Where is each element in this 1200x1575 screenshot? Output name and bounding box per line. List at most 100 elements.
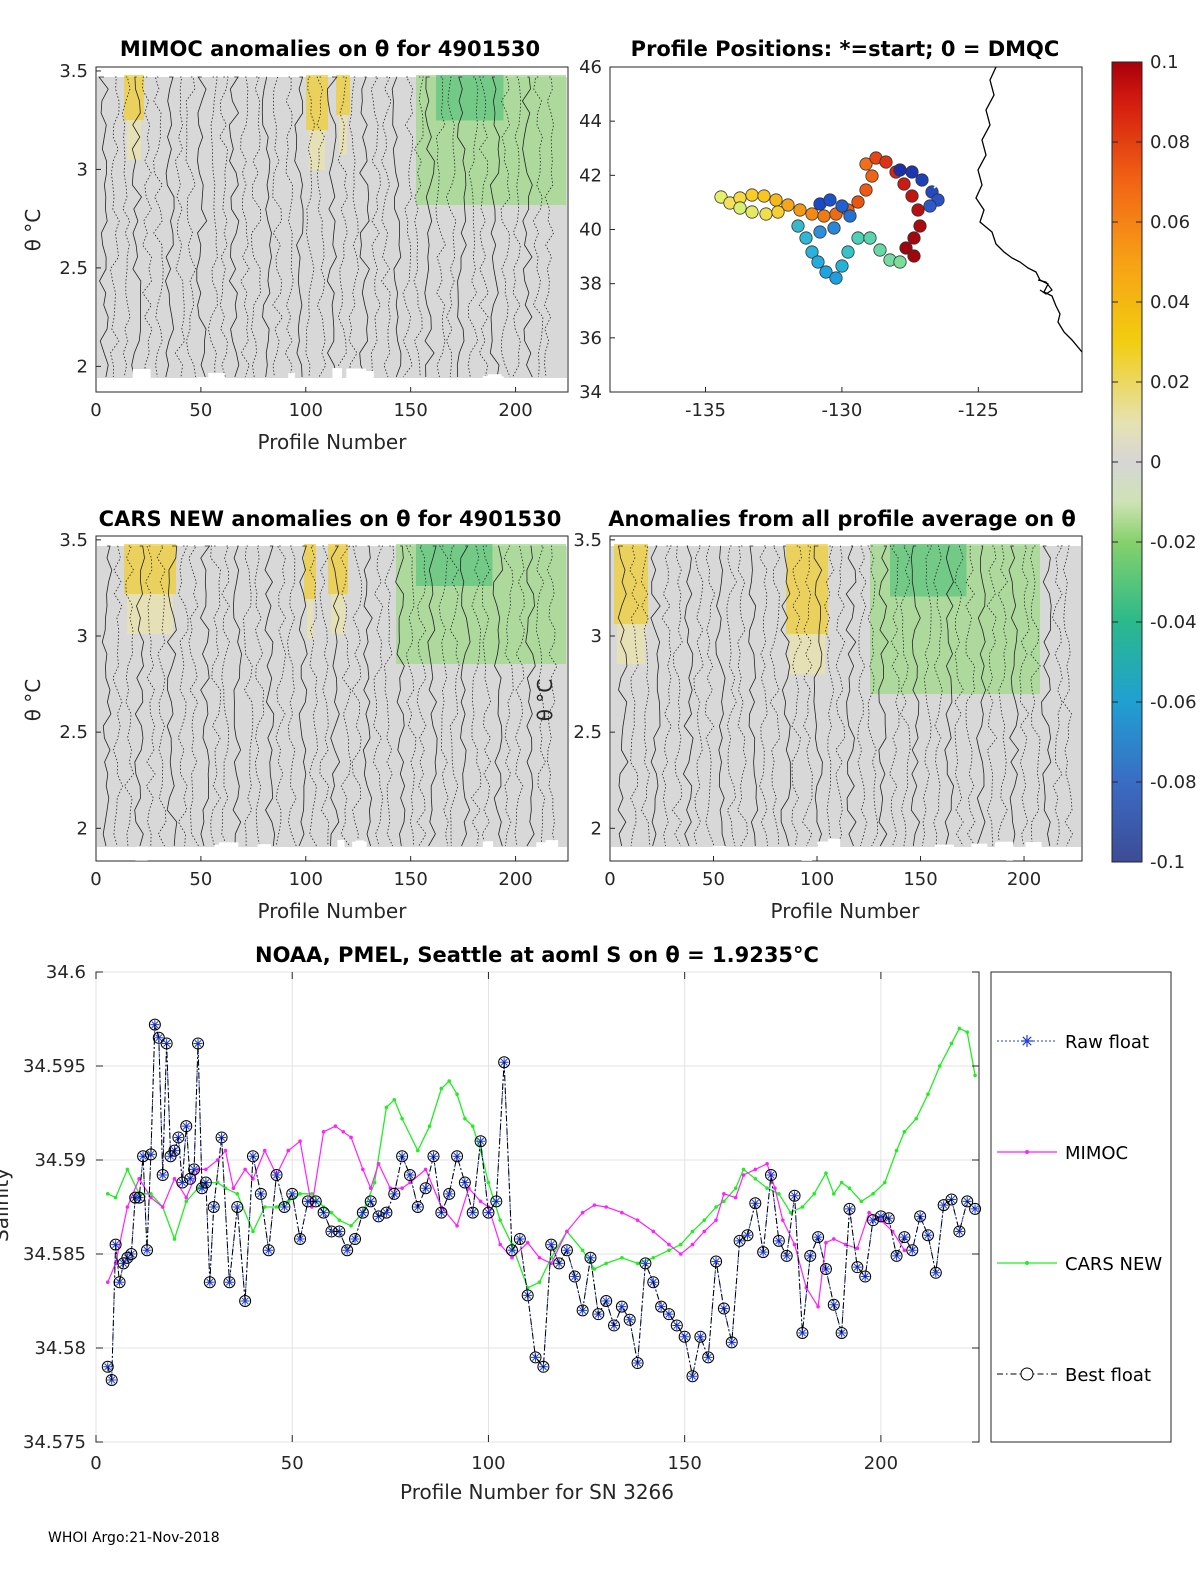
coastline-bay xyxy=(1037,279,1053,295)
contour-line xyxy=(900,545,911,847)
cars-new-point xyxy=(349,1224,353,1228)
cars-new-point xyxy=(667,1248,671,1253)
best-float-point xyxy=(717,1302,730,1315)
mimoc-point xyxy=(580,1210,585,1215)
contour-line xyxy=(835,545,846,847)
panel-2-title: Profile Positions: *=start; 0 = DMQC xyxy=(631,37,1060,61)
missing-data-gap xyxy=(817,841,832,856)
cars-new-point xyxy=(800,1205,805,1209)
panel-2-frame xyxy=(609,66,1083,393)
best-float-point xyxy=(686,1370,699,1383)
contour-line xyxy=(629,545,640,847)
contour-line xyxy=(275,545,287,847)
profile-position xyxy=(771,205,785,219)
panel-all-profile-anomalies: Anomalies from all profile average on θ … xyxy=(533,507,1083,923)
raw-float-point xyxy=(876,1211,886,1221)
contour-line xyxy=(254,545,265,847)
best-float-point xyxy=(662,1308,675,1321)
profile-position xyxy=(899,241,913,255)
contour-line xyxy=(228,76,240,378)
profile-position xyxy=(865,169,879,183)
mimoc-point xyxy=(714,1218,718,1222)
contour-line xyxy=(640,545,650,847)
raw-float-point xyxy=(813,1232,823,1242)
cars-new-point xyxy=(105,1192,110,1196)
cars-new-point xyxy=(439,1086,444,1091)
best-float-point xyxy=(725,1336,738,1349)
contour-line xyxy=(715,545,726,847)
profile-position xyxy=(873,243,887,257)
profile-position xyxy=(859,183,873,197)
mimoc-point xyxy=(321,1130,326,1134)
y-tick-label: 34.595 xyxy=(23,1056,86,1077)
best-float-point xyxy=(513,1232,526,1245)
cool-anomaly-core xyxy=(416,544,493,586)
best-float-point xyxy=(403,1169,416,1182)
y-tick-label: 2 xyxy=(77,356,88,377)
x-tick-label: 50 xyxy=(281,1453,304,1474)
best-float-point xyxy=(874,1210,887,1223)
panel-4-heatmap xyxy=(611,544,1081,861)
best-float-point xyxy=(286,1187,299,1200)
raw-float-point xyxy=(742,1230,752,1240)
contour-line xyxy=(954,545,964,847)
best-float-point xyxy=(553,1257,566,1270)
y-tick-label: 36 xyxy=(579,328,602,349)
best-float-point xyxy=(592,1308,605,1321)
contour-line xyxy=(1062,545,1073,847)
mimoc-point xyxy=(565,1229,569,1234)
profile-position xyxy=(913,219,927,233)
best-float-point xyxy=(246,1150,259,1163)
colorbar-tick-label: -0.08 xyxy=(1150,772,1197,793)
best-float-point xyxy=(356,1206,369,1219)
best-float-point xyxy=(827,1298,840,1311)
contour-line xyxy=(424,76,435,378)
best-float-point xyxy=(105,1373,118,1386)
mimoc-point xyxy=(125,1205,130,1209)
x-tick-label: 100 xyxy=(289,400,323,421)
cars-new-point xyxy=(463,1116,467,1121)
raw-float-point xyxy=(711,1257,721,1267)
best-float-point xyxy=(631,1357,644,1370)
best-float-point xyxy=(757,1246,770,1259)
profile-position xyxy=(907,249,921,263)
cars-new-point xyxy=(651,1255,656,1260)
chart-axes: 0 50 100 150 200 34.6 34.595 34.59 34.585 34.58 34… xyxy=(23,962,979,1474)
cars-new-point xyxy=(824,1171,828,1175)
cars-new-point xyxy=(498,1218,503,1222)
float-track xyxy=(714,151,948,285)
best-float-point xyxy=(945,1193,958,1206)
contour-line xyxy=(153,76,164,378)
missing-data-gap xyxy=(196,377,209,392)
contour-line xyxy=(174,76,186,378)
best-float-point xyxy=(929,1266,942,1279)
x-tick-label: -135 xyxy=(685,400,726,421)
cars-new-point xyxy=(741,1167,746,1172)
panel-3-xlabel: Profile Number xyxy=(258,899,408,923)
contour-line xyxy=(200,545,211,847)
missing-data-gap xyxy=(994,842,1009,857)
cars-new-point xyxy=(733,1186,738,1190)
cars-new-point xyxy=(949,1041,954,1046)
cars-new-point xyxy=(384,1105,389,1110)
panel-1-xlabel: Profile Number xyxy=(258,430,408,454)
y-tick-label: 46 xyxy=(579,57,602,78)
profile-position xyxy=(757,189,771,203)
cars-new-point xyxy=(831,1192,836,1196)
mimoc-point xyxy=(298,1139,302,1143)
colorbar-tick-label: -0.02 xyxy=(1150,532,1197,553)
mimoc-point xyxy=(667,1242,671,1247)
best-float-point xyxy=(867,1214,880,1227)
best-float-point xyxy=(780,1249,793,1262)
best-float-point xyxy=(812,1231,825,1244)
x-tick-label: 200 xyxy=(1007,869,1041,890)
best-float-point xyxy=(882,1212,895,1225)
y-tick-label: 2.5 xyxy=(59,258,88,279)
contour-line xyxy=(997,545,1008,847)
contour-line xyxy=(232,545,243,847)
mimoc-point xyxy=(753,1167,758,1172)
mimoc-point xyxy=(243,1167,247,1172)
raw-float-point xyxy=(546,1240,556,1250)
panel-1-heatmap xyxy=(97,75,567,392)
panel-1-ylabel: θ °C xyxy=(21,209,45,252)
